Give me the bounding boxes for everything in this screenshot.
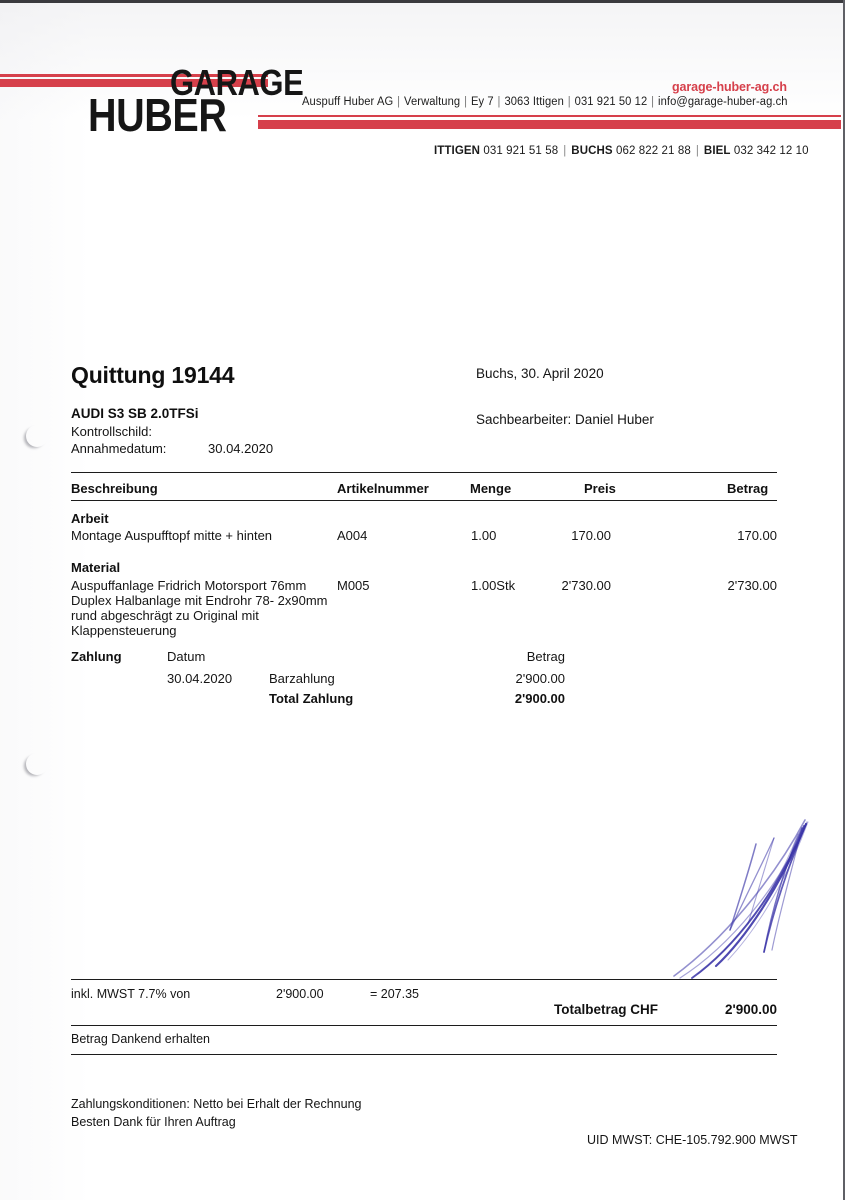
- totals-rule-bottom: [71, 1025, 777, 1027]
- scan-edge-right-outer: [845, 0, 849, 1200]
- punch-hole-shadow-mark: [26, 425, 48, 447]
- branch-name-biel: BIEL: [703, 145, 731, 157]
- branch-name-buchs: BUCHS: [571, 145, 613, 157]
- logo-word-huber: HUBER: [88, 89, 227, 141]
- row-description: Auspuffanlage Fridrich Motorsport 76mm: [71, 578, 307, 593]
- vehicle-model: AUDI S3 SB 2.0TFSi: [71, 406, 199, 421]
- payment-section-label: Zahlung: [71, 649, 122, 664]
- scan-edge-right: [843, 0, 845, 1200]
- payment-entry-method: Barzahlung: [269, 671, 335, 686]
- address-part-phone: 031 921 50 12: [574, 96, 648, 108]
- intake-date-value: 30.04.2020: [208, 441, 274, 456]
- red-bar-right-thin: [258, 115, 841, 117]
- grand-total-label: Totalbetrag CHF: [554, 1002, 658, 1017]
- address-part-street: Ey 7: [470, 96, 494, 108]
- signature-ink-strokes: [673, 819, 809, 979]
- branch-phone-biel: 032 342 12 10: [733, 145, 809, 157]
- row-amount: 2'730.00: [727, 578, 777, 593]
- address-separator: |: [497, 96, 501, 108]
- payment-terms: Zahlungskonditionen: Netto bei Erhalt de…: [71, 1097, 362, 1111]
- row-article: M005: [337, 578, 370, 593]
- branch-separator: |: [563, 145, 567, 157]
- intake-date-row: Annahmedatum: 30.04.2020: [71, 441, 273, 456]
- row-description-line3: rund abgeschrägt zu Original mit: [71, 608, 259, 623]
- amount-received-note: Betrag Dankend erhalten: [71, 1032, 210, 1046]
- row-price: 170.00: [571, 528, 611, 543]
- address-separator: |: [397, 96, 401, 108]
- row-description: Montage Auspufftopf mitte + hinten: [71, 528, 273, 543]
- address-part-email: info@garage-huber-ag.ch: [658, 96, 788, 108]
- letterhead: GARAGE HUBER Auspuff Huber AG | Verwaltung…: [0, 0, 849, 175]
- column-header-amount: Betrag: [727, 481, 769, 496]
- payment-entry-amount: 2'900.00: [515, 671, 565, 686]
- row-quantity: 1.00: [471, 528, 497, 543]
- row-description-line2: Duplex Halbanlage mit Endrohr 78- 2x90mm: [71, 593, 328, 608]
- vat-base-amount: 2'900.00: [276, 987, 324, 1001]
- sales-agent: Sachbearbeiter: Daniel Huber: [476, 412, 654, 427]
- address-part-company: Auspuff Huber AG: [302, 96, 394, 108]
- row-amount: 170.00: [737, 528, 777, 543]
- vat-amount: = 207.35: [370, 987, 420, 1001]
- payment-total-amount: 2'900.00: [514, 691, 565, 706]
- section-title-arbeit: Arbeit: [71, 511, 109, 526]
- row-price: 2'730.00: [561, 578, 611, 593]
- red-bar-left: [0, 74, 268, 87]
- totals-rule-top: [71, 979, 777, 981]
- received-note-rule: [71, 1054, 777, 1056]
- payment-amount-header: Betrag: [526, 649, 565, 664]
- company-address-line: Auspuff Huber AG | Verwaltung | Ey 7 | 3063 It…: [302, 96, 788, 108]
- branch-phone-buchs: 062 822 21 88: [615, 145, 691, 157]
- thank-you-note: Besten Dank für Ihren Auftrag: [71, 1115, 236, 1129]
- column-header-article: Artikelnummer: [337, 481, 429, 496]
- red-bar-left-thin: [0, 74, 268, 77]
- scan-edge-top: [0, 0, 849, 3]
- payment-date-header: Datum: [167, 649, 206, 664]
- section-title-material: Material: [71, 560, 121, 575]
- red-bar-right-thick: [258, 120, 841, 129]
- payment-entry-date: 30.04.2020: [167, 671, 233, 686]
- page-title: Quittung 19144: [71, 362, 235, 388]
- vat-id-number: UID MWST: CHE-105.792.900 MWST: [587, 1133, 798, 1147]
- place-and-date: Buchs, 30. April 2020: [476, 366, 604, 381]
- plate-label: Kontrollschild:: [71, 424, 152, 439]
- intake-date-label: Annahmedatum:: [71, 441, 167, 456]
- payment-total-label: Total Zahlung: [269, 691, 354, 706]
- red-bar-right: [258, 115, 841, 129]
- table-rule-top: [71, 472, 777, 474]
- address-separator: |: [567, 96, 571, 108]
- branch-phone-ittigen: 031 921 51 58: [483, 145, 559, 157]
- handwritten-signature: [668, 800, 848, 990]
- red-bar-left-thick: [0, 79, 268, 87]
- address-separator: |: [651, 96, 655, 108]
- column-header-quantity: Menge: [470, 481, 512, 496]
- company-website: garage-huber-ag.ch: [672, 80, 787, 94]
- address-part-city: 3063 Ittigen: [504, 96, 564, 108]
- row-description-line4: Klappensteuerung: [71, 623, 177, 638]
- address-separator: |: [464, 96, 468, 108]
- branch-name-ittigen: ITTIGEN: [434, 145, 481, 157]
- vat-label: inkl. MWST 7.7% von: [71, 987, 191, 1001]
- row-quantity: 1.00Stk: [471, 578, 516, 593]
- branch-separator: |: [695, 145, 699, 157]
- punch-hole-shadow-mark: [26, 753, 48, 775]
- grand-total-amount: 2'900.00: [724, 1002, 777, 1017]
- branch-phone-list: ITTIGEN 031 921 51 58 | BUCHS 062 822 21 8…: [434, 145, 809, 157]
- column-header-price: Preis: [584, 481, 616, 496]
- company-logo: GARAGE HUBER: [88, 62, 304, 141]
- logo-word-garage: GARAGE: [170, 62, 304, 103]
- table-rule-header-bottom: [71, 500, 777, 502]
- column-header-description: Beschreibung: [71, 481, 158, 496]
- row-article: A004: [337, 528, 368, 543]
- address-part-department: Verwaltung: [404, 96, 461, 108]
